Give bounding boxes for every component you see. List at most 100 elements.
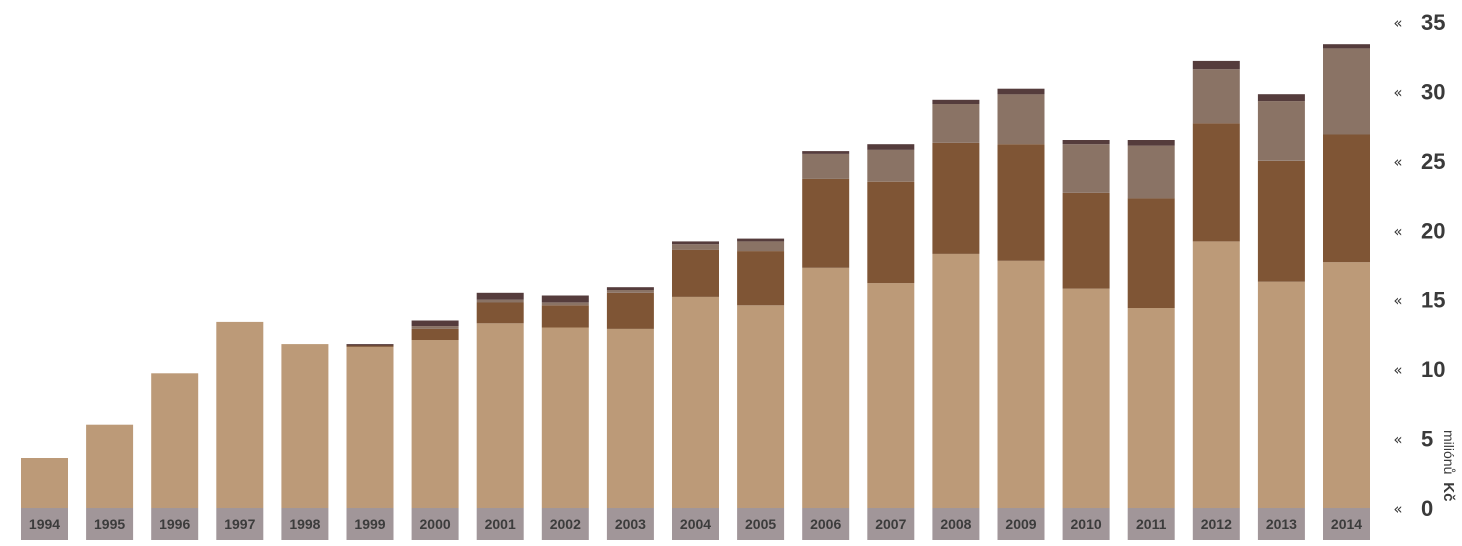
bar-2011-segment-3 [1128,146,1175,199]
bar-1999-segment-4 [347,344,394,345]
bar-2007-segment-3 [867,150,914,182]
bar-2012-segment-1 [1193,241,1240,508]
y-tick-label-20: 20 [1421,218,1445,243]
bar-2013-segment-2 [1258,161,1305,282]
y-tick-mark-0: « [1393,500,1402,518]
bar-2003-segment-2 [607,293,654,329]
y-tick-mark-15: « [1393,292,1402,310]
bar-2002-segment-4 [542,296,589,303]
y-tick-mark-30: « [1393,83,1402,101]
bar-2004-segment-3 [672,244,719,250]
y-tick-label-35: 35 [1421,10,1445,35]
bar-1998-segment-1 [281,344,328,508]
x-axis-labels: 1994 1995 1996 1997 1998 1999 2000 2001 2002 2003… [21,508,1370,540]
bar-2001-segment-4 [477,293,524,300]
x-tick-label-1999: 1999 [354,516,385,532]
bar-2003-segment-1 [607,329,654,508]
bar-2004-segment-2 [672,250,719,297]
x-tick-label-1994: 1994 [29,516,60,532]
bar-2003-segment-4 [607,287,654,290]
y-axis-unit-currency: Kč [1440,482,1457,501]
x-tick-label-2014: 2014 [1331,516,1362,532]
bar-2001-segment-3 [477,300,524,303]
bar-2000-segment-2 [412,329,459,340]
y-axis: «0« 5« 10« 15« 20« 25« 30« 35 [1393,10,1445,521]
bar-2008-segment-3 [932,104,979,143]
x-tick-label-1998: 1998 [289,516,320,532]
bar-2001-segment-1 [477,323,524,508]
bar-2006-segment-1 [802,268,849,508]
bar-2013-segment-4 [1258,94,1305,101]
bar-2000-segment-4 [412,321,459,327]
x-tick-label-2007: 2007 [875,516,906,532]
bar-2002-segment-2 [542,305,589,327]
y-tick-label-25: 25 [1421,149,1445,174]
y-tick-mark-35: « [1393,14,1402,32]
bar-2010-segment-1 [1063,289,1110,508]
bar-2007-segment-1 [867,283,914,508]
bar-2008-segment-1 [932,254,979,508]
x-tick-label-2006: 2006 [810,516,841,532]
x-tick-label-2002: 2002 [550,516,581,532]
bar-2014-segment-3 [1323,48,1370,134]
bar-2013-segment-3 [1258,101,1305,161]
x-tick-label-2009: 2009 [1005,516,1036,532]
bar-2001-segment-2 [477,303,524,324]
bar-1999-segment-2 [347,346,394,347]
bar-2011-segment-1 [1128,308,1175,508]
bar-2003-segment-3 [607,290,654,293]
bar-2010-segment-4 [1063,140,1110,144]
bar-2002-segment-1 [542,328,589,509]
bar-2011-segment-4 [1128,140,1175,146]
bar-1995-segment-1 [86,425,133,508]
bar-2012-segment-3 [1193,69,1240,123]
bar-2005-segment-4 [737,239,784,242]
bar-2014-segment-2 [1323,135,1370,263]
bar-2009-segment-2 [998,144,1045,261]
bar-2010-segment-2 [1063,193,1110,289]
x-tick-label-2013: 2013 [1266,516,1297,532]
bar-2006-segment-4 [802,151,849,154]
y-tick-label-15: 15 [1421,288,1445,313]
bar-2009-segment-4 [998,89,1045,95]
bar-2004-segment-4 [672,241,719,244]
bar-2007-segment-2 [867,182,914,283]
bar-1994-segment-1 [21,458,68,508]
x-tick-label-1996: 1996 [159,516,190,532]
bar-2013-segment-1 [1258,282,1305,508]
x-tick-label-1997: 1997 [224,516,255,532]
x-tick-label-1995: 1995 [94,516,125,532]
bar-1999-segment-1 [347,347,394,508]
bar-2014-segment-4 [1323,44,1370,48]
bar-2010-segment-3 [1063,144,1110,193]
x-tick-label-2008: 2008 [940,516,971,532]
y-tick-label-10: 10 [1421,357,1445,382]
y-tick-mark-20: « [1393,222,1402,240]
bar-2014-segment-1 [1323,262,1370,508]
y-tick-label-5: 5 [1421,427,1433,452]
bar-2012-segment-4 [1193,61,1240,69]
x-tick-label-2004: 2004 [680,516,711,532]
y-tick-mark-25: « [1393,153,1402,171]
x-tick-label-2000: 2000 [420,516,451,532]
y-tick-mark-5: « [1393,431,1402,449]
x-tick-label-2011: 2011 [1136,516,1167,532]
bar-2008-segment-4 [932,100,979,104]
bar-2005-segment-2 [737,251,784,305]
x-tick-label-2012: 2012 [1201,516,1232,532]
x-tick-label-2005: 2005 [745,516,776,532]
x-tick-label-2003: 2003 [615,516,646,532]
bar-2000-segment-3 [412,326,459,329]
bar-2004-segment-1 [672,297,719,508]
bar-2002-segment-3 [542,303,589,306]
bar-2005-segment-1 [737,305,784,508]
bar-2009-segment-3 [998,94,1045,144]
bars-layer [21,44,1370,508]
bar-2000-segment-1 [412,340,459,508]
y-axis-unit-prefix: miliónů [1441,430,1457,474]
bar-2008-segment-2 [932,143,979,254]
x-tick-label-2010: 2010 [1071,516,1102,532]
y-tick-label-30: 30 [1421,79,1445,104]
y-tick-label-0: 0 [1421,496,1433,521]
